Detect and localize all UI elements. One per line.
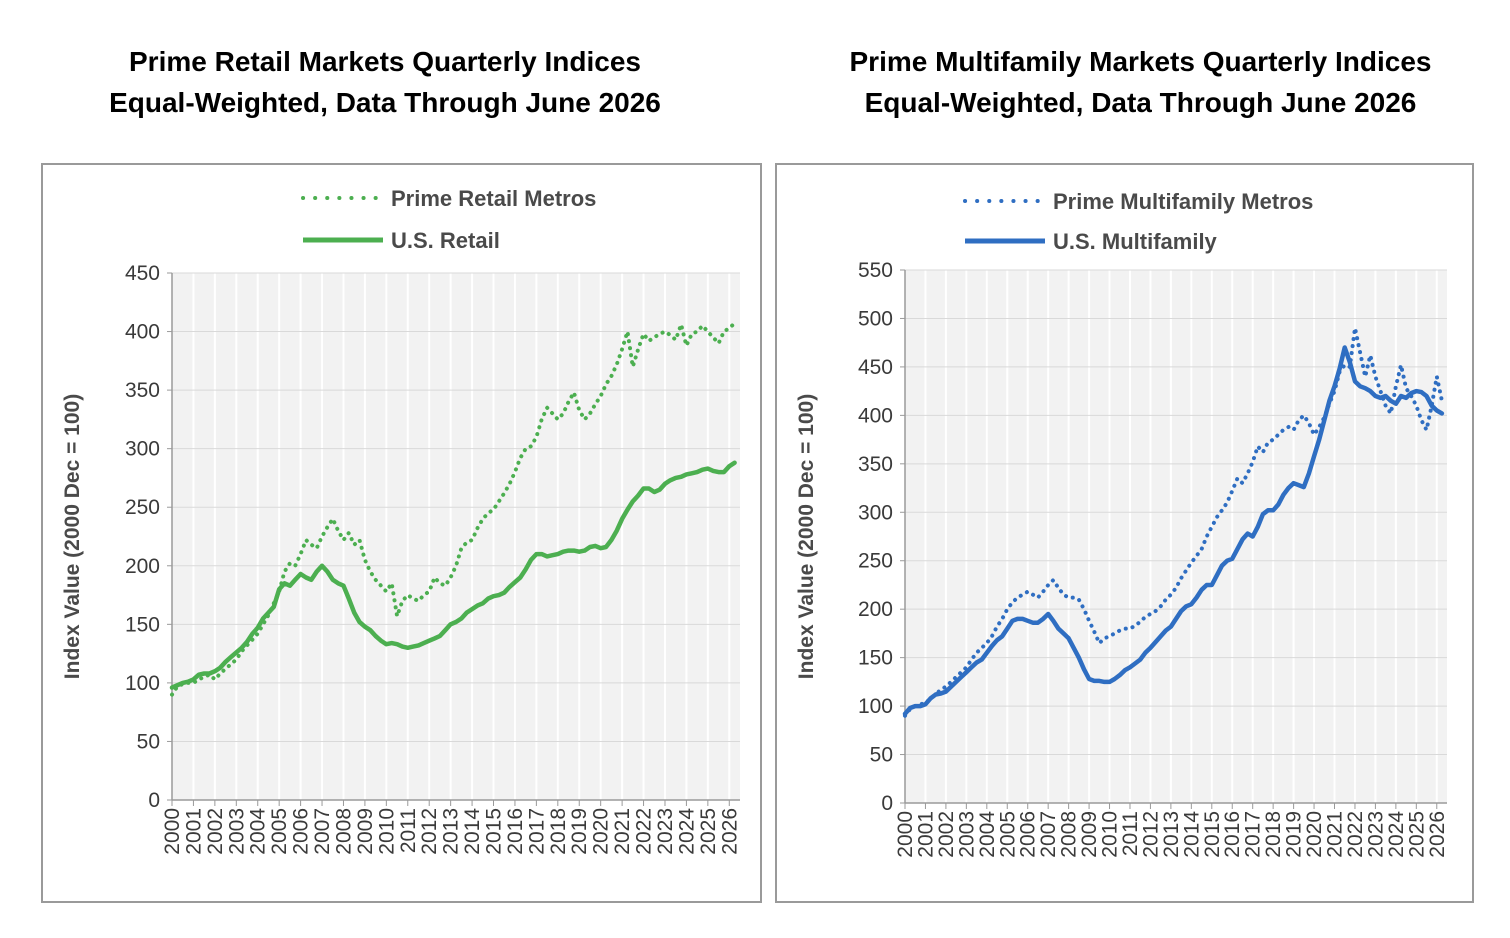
chart-subtitle-line: Equal-Weighted, Data Through June 2026 [109,87,661,118]
retail-x-tick-label: 2018 [547,808,570,855]
retail-y-tick-label: 400 [125,321,160,344]
multifamily-x-tick-label: 2000 [894,811,917,858]
retail-y-tick-label: 250 [125,496,160,519]
retail-x-tick-label: 2023 [654,808,677,855]
retail-x-tick-label: 2022 [633,808,656,855]
multifamily-x-tick-label: 2026 [1426,811,1449,858]
chart-subtitle-line: Equal-Weighted, Data Through June 2026 [864,87,1417,118]
retail-y-tick-label: 150 [125,613,160,636]
retail-x-tick-label: 2007 [311,808,334,855]
retail-x-tick-label: 2012 [418,808,441,855]
multifamily-y-tick-label: 500 [858,307,893,330]
retail-x-tick-label: 2015 [483,808,506,855]
retail-x-tick-label: 2009 [354,808,377,855]
retail-y-tick-label: 50 [137,730,160,753]
retail-x-tick-label: 2021 [611,808,634,855]
multifamily-x-tick-label: 2009 [1078,811,1101,858]
retail-y-tick-label: 200 [125,555,160,578]
chart-title-line: Prime Retail Markets Quarterly Indices [129,46,641,77]
chart-title-retail: Prime Retail Markets Quarterly Indices E… [45,41,725,123]
retail-chart-frame: 0 50 100 150 200 250 300 350 400 450 2000 2001 2002 2… [41,163,762,903]
retail-x-tick-label: 2016 [504,808,527,855]
retail-y-tick-label: 450 [125,262,160,285]
multifamily-legend-label: U.S. Multifamily [1053,229,1218,254]
retail-x-tick-label: 2004 [247,808,270,855]
multifamily-x-tick-label: 2002 [935,811,958,858]
retail-legend-label: U.S. Retail [391,228,500,253]
retail-x-tick-label: 2019 [568,808,591,855]
multifamily-x-tick-label: 2013 [1160,811,1183,858]
multifamily-legend-label: Prime Multifamily Metros [1053,189,1313,214]
retail-series-us-index-line [169,460,737,690]
multifamily-y-tick-label: 150 [858,647,893,670]
retail-x-tick-label: 2014 [461,808,484,855]
retail-y-tick-label: 0 [148,789,160,812]
multifamily-x-tick-label: 2007 [1037,811,1060,858]
multifamily-x-tick-label: 2016 [1221,811,1244,858]
chart-title-line: Prime Multifamily Markets Quarterly Indi… [849,46,1432,77]
multifamily-x-tick-label: 2025 [1405,811,1428,858]
multifamily-y-axis-title: Index Value (2000 Dec = 100) [795,394,818,679]
multifamily-x-tick-label: 2001 [914,811,937,858]
retail-x-tick-label: 2024 [675,808,698,855]
multifamily-x-tick-label: 2019 [1283,811,1306,858]
multifamily-x-tick-label: 2018 [1262,811,1285,858]
retail-x-tick-label: 2020 [590,808,613,855]
multifamily-y-tick-label: 0 [881,792,893,815]
retail-x-tick-label: 2006 [290,808,313,855]
retail-x-tick-label: 2025 [697,808,720,855]
retail-x-tick-label: 2002 [204,808,227,855]
retail-x-tick-label: 2010 [375,808,398,855]
retail-x-tick-label: 2013 [440,808,463,855]
retail-x-tick-label: 2001 [182,808,205,855]
multifamily-x-tick-label: 2024 [1385,811,1408,858]
multifamily-x-tick-label: 2023 [1364,811,1387,858]
retail-y-axis-title: Index Value (2000 Dec = 100) [61,394,84,679]
multifamily-x-tick-label: 2014 [1180,811,1203,858]
multifamily-x-tick-label: 2010 [1099,811,1122,858]
multifamily-y-tick-label: 450 [858,356,893,379]
multifamily-y-tick-label: 300 [858,501,893,524]
multifamily-x-tick-label: 2017 [1242,811,1265,858]
multifamily-plot-area [905,270,1447,803]
multifamily-y-tick-label: 200 [858,598,893,621]
multifamily-y-tick-label: 250 [858,550,893,573]
multifamily-y-tick-label: 100 [858,695,893,718]
multifamily-y-tick-label: 550 [858,259,893,282]
multifamily-x-tick-label: 2003 [955,811,978,858]
multifamily-x-tick-label: 2005 [996,811,1019,858]
multifamily-x-tick-label: 2022 [1344,811,1367,858]
multifamily-series-us-index-line [902,345,1445,717]
multifamily-series-prime-metros-line [903,326,1444,718]
multifamily-x-tick-label: 2006 [1017,811,1040,858]
multifamily-y-tick-label: 50 [870,744,893,767]
retail-x-tick-label: 2000 [161,808,184,855]
multifamily-y-tick-label: 350 [858,453,893,476]
multifamily-x-tick-label: 2015 [1201,811,1224,858]
multifamily-x-tick-label: 2020 [1303,811,1326,858]
multifamily-chart: 0501001502002503003504004505005502000200… [795,189,1449,858]
retail-legend-label: Prime Retail Metros [391,186,596,211]
multifamily-y-tick-label: 400 [858,404,893,427]
retail-x-tick-label: 2011 [397,808,420,853]
retail-x-tick-label: 2017 [525,808,548,855]
multifamily-x-tick-label: 2021 [1324,811,1347,858]
chart-title-multifamily: Prime Multifamily Markets Quarterly Indi… [778,41,1503,123]
retail-series-prime-metros-line [170,321,737,697]
retail-plot-area [172,273,740,800]
retail-x-tick-label: 2008 [332,808,355,855]
retail-y-tick-label: 350 [125,379,160,402]
retail-x-tick-label: 2003 [225,808,248,855]
retail-chart: 0501001502002503003504004502000200120022… [61,186,741,855]
retail-x-tick-label: 2005 [268,808,291,855]
multifamily-x-tick-label: 2011 [1119,811,1142,856]
multifamily-x-tick-label: 2012 [1139,811,1162,858]
multifamily-chart-frame: 0 50 100 150 200 250 300 350 400 450 500 550 2000 200… [775,163,1474,903]
retail-y-tick-label: 100 [125,672,160,695]
multifamily-x-tick-label: 2004 [976,811,999,858]
retail-x-tick-label: 2026 [718,808,741,855]
multifamily-x-tick-label: 2008 [1058,811,1081,858]
retail-y-tick-label: 300 [125,438,160,461]
